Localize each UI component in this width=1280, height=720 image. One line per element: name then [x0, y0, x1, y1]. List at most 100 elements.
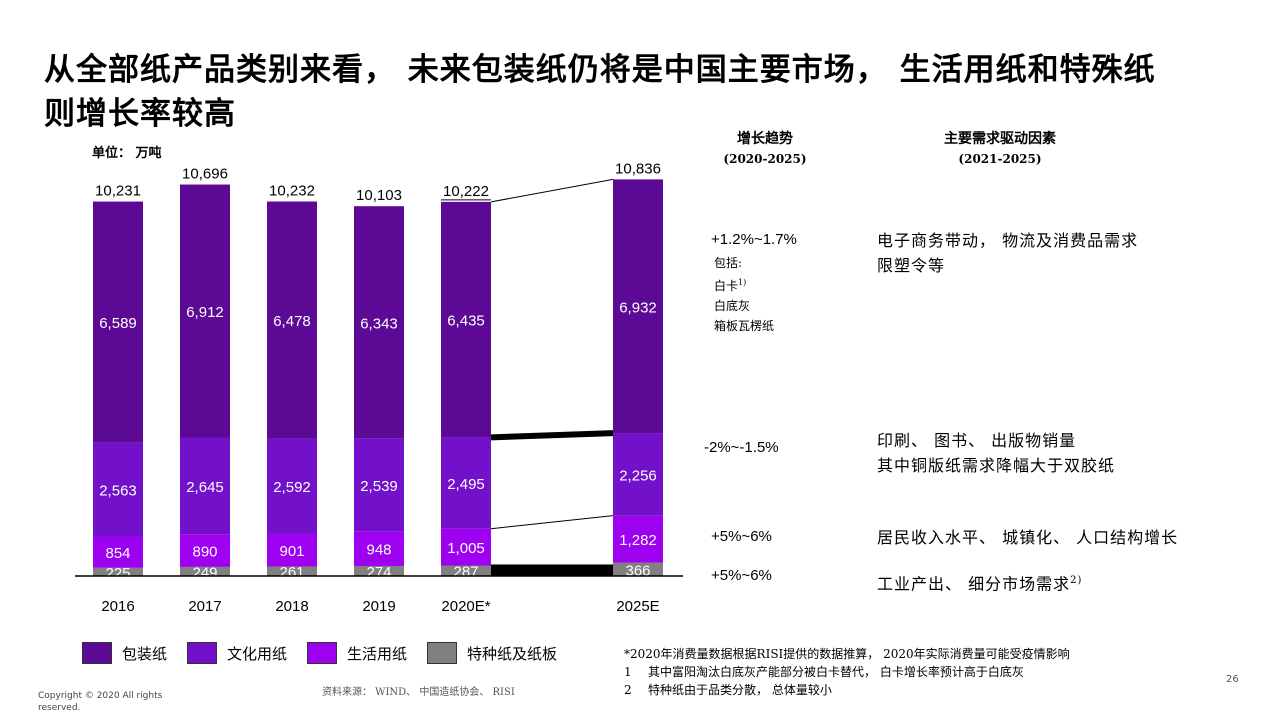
legend-label: 生活用纸 — [347, 644, 408, 663]
legend-swatch — [187, 642, 218, 664]
packaging-includes: 包括: 白卡1) 白底灰 箱板瓦楞纸 — [714, 253, 774, 336]
footnote-mark-2: 2) — [1070, 575, 1083, 586]
driver-line: 工业产出、 细分市场需求2) — [877, 574, 1083, 594]
value-label: 225 — [105, 565, 130, 582]
legend-item-tissue: 生活用纸 — [307, 642, 407, 664]
category-label: 2017 — [188, 598, 221, 615]
total-label: 10,103 — [356, 187, 402, 204]
value-label: 901 — [279, 543, 304, 560]
driver-column-header: 主要需求驱动因素 (2021-2025) — [900, 128, 1100, 166]
connector-line — [490, 178, 614, 203]
driver-line: 印刷、 图书、 出版物销量 — [877, 431, 1077, 450]
bar-segment — [354, 565, 404, 576]
bar-segment — [354, 531, 404, 566]
value-label: 366 — [625, 562, 650, 579]
footnote-mark-1: 1) — [738, 278, 747, 287]
bar-segment — [93, 201, 143, 443]
category-label: 2018 — [275, 598, 308, 615]
value-label: 6,478 — [273, 313, 311, 330]
legend-item-cultural: 文化用纸 — [187, 642, 287, 664]
driver-line: 限塑令等 — [877, 256, 946, 275]
driver-tissue: 居民收入水平、 城镇化、 人口结构增长 — [877, 525, 1178, 550]
value-label: 948 — [366, 542, 391, 559]
legend-swatch — [427, 642, 458, 664]
value-label: 2,592 — [273, 479, 311, 496]
bar-segment — [93, 536, 143, 568]
value-label: 2,539 — [360, 478, 398, 495]
bar-segment — [267, 533, 317, 567]
legend-label: 包装纸 — [122, 644, 168, 663]
value-label: 6,589 — [99, 315, 137, 332]
value-label: 2,256 — [619, 467, 657, 484]
includes-item: 箱板瓦楞纸 — [714, 319, 775, 333]
driver-specialty: 工业产出、 细分市场需求2) — [877, 568, 1082, 596]
trend-column-header: 增长趋势 (2020-2025) — [700, 128, 830, 166]
total-label: 10,222 — [443, 183, 489, 200]
copyright: Copyright © 2020 All rights reserved. — [38, 691, 163, 713]
bar-segment — [441, 437, 491, 529]
value-label: 261 — [279, 564, 304, 581]
bar-segment — [180, 437, 230, 535]
includes-item: 白底灰 — [714, 299, 751, 313]
bar-segment — [93, 442, 143, 537]
bar-segment — [441, 201, 491, 438]
value-label: 2,563 — [99, 483, 137, 500]
bar-segment — [613, 179, 663, 434]
driver-cultural: 印刷、 图书、 出版物销量 其中铜版纸需求降幅大于双胶纸 — [877, 428, 1115, 478]
value-label: 6,932 — [619, 299, 657, 316]
value-label: 249 — [192, 564, 217, 581]
value-label: 890 — [192, 544, 217, 561]
legend-label: 文化用纸 — [227, 644, 288, 663]
value-label: 274 — [366, 564, 391, 581]
legend-swatch — [307, 642, 338, 664]
driver-packaging: 电子商务带动， 物流及消费品需求 限塑令等 — [877, 228, 1138, 278]
source-note: 资料来源： WIND、 中国造纸协会、 RISI — [322, 687, 515, 698]
connector-line — [490, 515, 614, 530]
category-label: 2020E* — [441, 598, 490, 615]
value-label: 287 — [453, 564, 478, 581]
trend-period: (2020-2025) — [723, 152, 807, 166]
value-label: 2,645 — [186, 479, 224, 496]
connector-band — [491, 564, 613, 576]
bar-segment — [180, 566, 230, 576]
includes-label: 包括: — [714, 256, 743, 270]
unit-label: 单位： 万吨 — [92, 146, 162, 161]
includes-item: 白卡1) — [714, 278, 747, 293]
value-label: 1,005 — [447, 540, 485, 557]
driver-line: 居民收入水平、 城镇化、 人口结构增长 — [877, 528, 1179, 547]
bar-segment — [180, 184, 230, 438]
footnotes: *2020年消费量数据根据RISI提供的数据推算， 2020年实际消费量可能受疫… — [624, 645, 1070, 699]
value-label: 6,912 — [186, 304, 224, 321]
bar-segment — [613, 433, 663, 516]
bar-segment — [441, 565, 491, 576]
bar-segment — [267, 566, 317, 576]
trend-cultural: -2%~-1.5% — [704, 439, 779, 456]
trend-specialty: +5%~6% — [711, 567, 772, 584]
stacked-bar-chart: 225 854 2,563 6,589 10,231 2016 249 890 2,645 6,9… — [75, 160, 683, 615]
trend-title: 增长趋势 — [737, 131, 793, 147]
driver-line: 电子商务带动， 物流及消费品需求 — [877, 231, 1139, 250]
note-star: *2020年消费量数据根据RISI提供的数据推算， 2020年实际消费量可能受疫… — [624, 647, 1070, 661]
trend-packaging: +1.2%~1.7% — [711, 231, 797, 248]
bar-segment — [267, 201, 317, 439]
bar-segment — [354, 206, 404, 439]
legend: 包装纸 文化用纸 生活用纸 特种纸及纸板 — [82, 642, 557, 664]
value-label: 6,435 — [447, 313, 485, 330]
bar-segment — [93, 567, 143, 576]
driver-title: 主要需求驱动因素 — [944, 131, 1056, 147]
bar-segment — [267, 438, 317, 534]
category-label: 2016 — [101, 598, 134, 615]
bar-segment — [441, 528, 491, 566]
trend-tissue: +5%~6% — [711, 528, 772, 545]
connector-line — [490, 430, 614, 441]
bar-segment — [180, 534, 230, 567]
driver-line: 其中铜版纸需求降幅大于双胶纸 — [877, 456, 1116, 475]
legend-label: 特种纸及纸板 — [467, 644, 558, 663]
total-label: 10,231 — [95, 183, 141, 200]
driver-period: (2021-2025) — [958, 152, 1042, 166]
value-label: 2,495 — [447, 476, 485, 493]
total-label: 10,232 — [269, 183, 315, 200]
total-label: 10,696 — [182, 166, 228, 183]
category-label: 2025E — [616, 598, 659, 615]
note-1: 1 其中富阳淘汰白底灰产能部分被白卡替代， 白卡增长率预计高于白底灰 — [624, 665, 1024, 679]
